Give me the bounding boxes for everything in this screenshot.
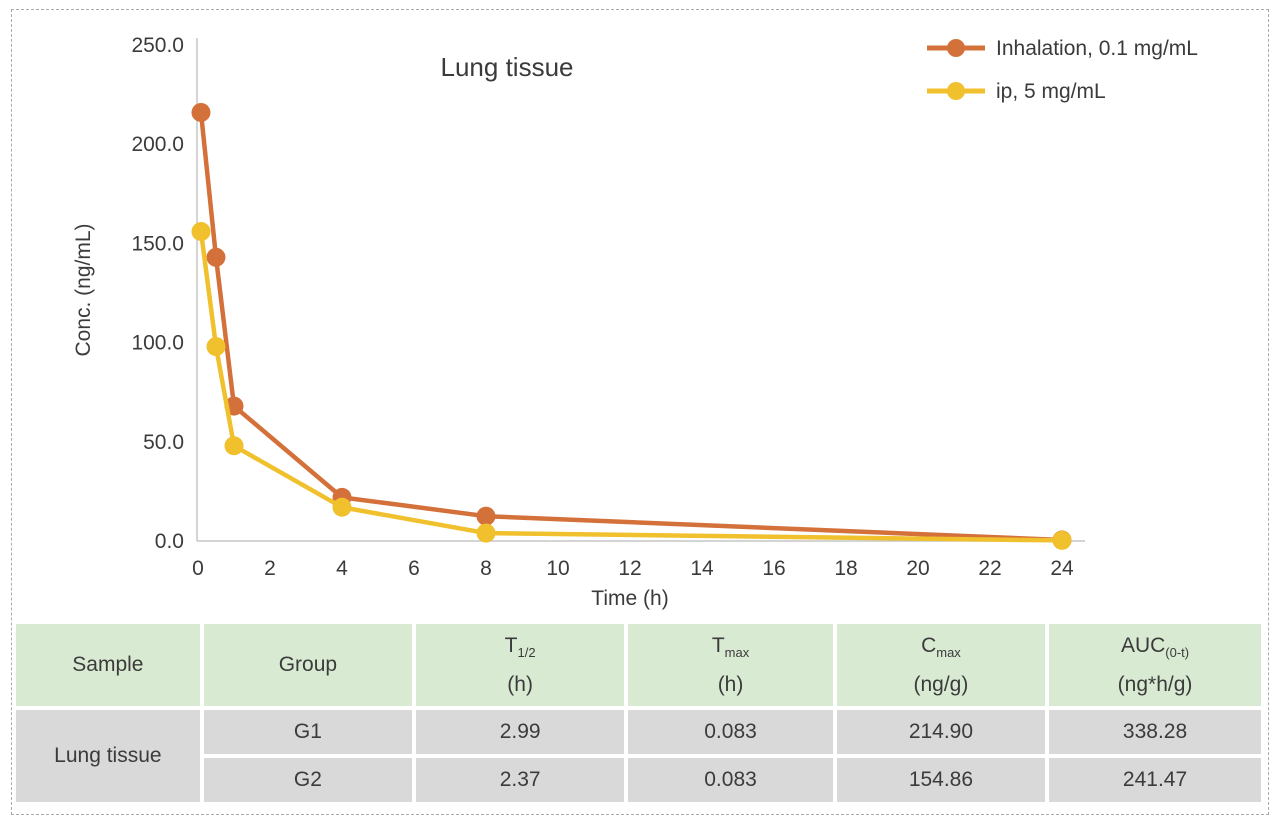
series-line-0	[198, 110, 1065, 543]
x-tick-label: 20	[906, 557, 929, 580]
header-cmax-unit: (ng/g)	[913, 672, 969, 696]
data-point	[206, 247, 226, 267]
data-point	[191, 102, 211, 122]
y-tick-label: 50.0	[143, 431, 184, 454]
series-line-1	[198, 229, 1065, 543]
group-cell: G1	[203, 710, 412, 754]
x-tick-label: 14	[690, 557, 714, 580]
x-tick-label: 6	[408, 557, 420, 580]
table-row: G2 2.37 0.083 154.86 241.47	[16, 758, 1261, 802]
group-cell: G2	[203, 758, 412, 802]
y-axis-title: Conc. (ng/mL)	[72, 223, 95, 356]
x-axis-title: Time (h)	[591, 587, 668, 610]
data-point	[476, 506, 496, 526]
x-tick-label: 8	[480, 557, 492, 580]
x-tick-label: 12	[618, 557, 641, 580]
legend-label: Inhalation, 0.1 mg/mL	[996, 37, 1198, 60]
header-group: Group	[203, 624, 412, 706]
data-point	[206, 337, 226, 357]
t12-cell: 2.99	[416, 710, 625, 754]
legend-dot-marker	[947, 39, 965, 57]
x-tick-label: 0	[192, 557, 204, 580]
y-tick-label: 100.0	[131, 332, 184, 355]
header-auc-unit: (ng*h/g)	[1117, 672, 1193, 696]
header-group-label: Group	[278, 653, 338, 676]
x-tick-label: 2	[264, 557, 276, 580]
auc-cell: 241.47	[1049, 758, 1261, 802]
y-tick-label: 150.0	[131, 232, 184, 255]
y-tick-label: 250.0	[131, 34, 184, 57]
tmax-cell: 0.083	[628, 758, 833, 802]
header-cmax: Cmax (ng/g)	[836, 624, 1046, 706]
header-cmax-symbol: Cmax	[921, 634, 961, 661]
chart-title: Lung tissue	[441, 52, 574, 82]
header-tmax-symbol: Tmax	[711, 634, 750, 661]
legend-label: ip, 5 mg/mL	[996, 80, 1106, 103]
t12-cell: 2.37	[416, 758, 625, 802]
header-auc: AUC(0-t) (ng*h/g)	[1049, 624, 1261, 706]
header-auc-symbol: AUC(0-t)	[1120, 634, 1190, 661]
x-tick-label: 16	[762, 557, 785, 580]
x-tick-label: 4	[336, 557, 348, 580]
data-point	[224, 436, 244, 456]
cmax-cell: 154.86	[836, 758, 1046, 802]
y-tick-label: 0.0	[155, 530, 184, 553]
data-point	[191, 221, 211, 241]
y-tick-label: 200.0	[131, 133, 184, 156]
sample-cell: Lung tissue	[16, 710, 200, 802]
header-t12: T1/2 (h)	[416, 624, 625, 706]
data-point	[332, 497, 352, 517]
header-sample: Sample	[16, 624, 200, 706]
header-sample-label: Sample	[72, 653, 144, 676]
header-tmax-unit: (h)	[717, 672, 744, 696]
header-t12-symbol: T1/2	[504, 634, 536, 661]
x-tick-label: 22	[978, 557, 1001, 580]
cmax-cell: 214.90	[836, 710, 1046, 754]
data-point	[476, 523, 496, 543]
tmax-cell: 0.083	[628, 710, 833, 754]
x-tick-label: 18	[834, 557, 857, 580]
x-tick-label: 24	[1050, 557, 1074, 580]
auc-cell: 338.28	[1049, 710, 1261, 754]
table-row: Lung tissue G1 2.99 0.083 214.90 338.28	[16, 710, 1261, 802]
data-point	[1052, 530, 1072, 550]
header-tmax: Tmax (h)	[628, 624, 833, 706]
header-t12-unit: (h)	[507, 672, 533, 696]
pk-parameters-table: Sample Group T1/2 (h) Tmax (h) Cmax (ng/…	[12, 620, 1265, 806]
x-tick-label: 10	[546, 557, 569, 580]
legend-dot-marker	[947, 82, 965, 100]
table-header: Sample Group T1/2 (h) Tmax (h) Cmax (ng/…	[16, 624, 1261, 706]
